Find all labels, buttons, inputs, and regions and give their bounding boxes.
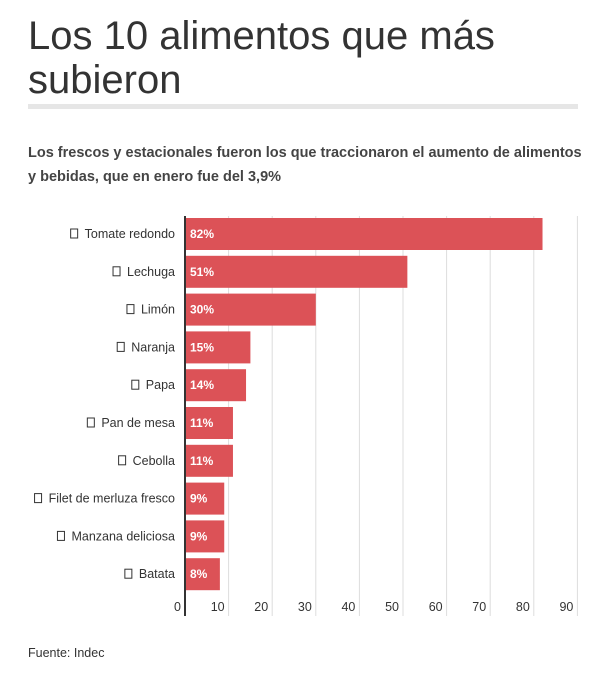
bar-value-label: 15%	[190, 340, 214, 354]
x-tick-label: 90	[559, 600, 573, 614]
bar	[185, 558, 220, 591]
bar	[185, 331, 251, 364]
category-label: Filet de merluza fresco	[49, 492, 175, 506]
bar-chart: 0 10 20 30 40 50 60 70 80 90 82% Tomate redondo 51% L…	[34, 216, 578, 616]
category-label: Batata	[139, 567, 175, 581]
category-icon	[56, 530, 65, 541]
x-tick-label: 70	[472, 600, 486, 614]
category-icon	[126, 304, 135, 315]
category-icon	[70, 228, 79, 239]
category-label: Limón	[141, 303, 175, 317]
bar-value-label: 8%	[190, 567, 208, 581]
category-label: Tomate redondo	[85, 227, 175, 241]
category-icon	[112, 266, 121, 277]
title-divider	[28, 104, 578, 109]
bar	[185, 482, 225, 515]
bar-value-label: 30%	[190, 303, 214, 317]
x-tick-label: 80	[516, 600, 530, 614]
bar-value-label: 9%	[190, 492, 208, 506]
bar-value-label: 11%	[190, 454, 214, 468]
x-tick-label: 0	[174, 600, 181, 614]
bar-value-label: 14%	[190, 378, 214, 392]
x-tick-label: 30	[298, 600, 312, 614]
category-icon	[131, 379, 140, 390]
category-label: Cebolla	[133, 454, 175, 468]
x-tick-label: 20	[254, 600, 268, 614]
bar	[185, 444, 233, 477]
bar-value-label: 11%	[190, 416, 214, 430]
x-tick-label: 50	[385, 600, 399, 614]
page-title: Los 10 alimentos que más subieron	[28, 14, 495, 102]
category-icon	[118, 455, 127, 466]
category-icon	[34, 493, 43, 504]
bar-value-label: 9%	[190, 529, 208, 543]
category-icon	[124, 568, 133, 579]
bar	[185, 218, 543, 250]
category-icon	[86, 417, 95, 428]
category-label: Lechuga	[127, 265, 175, 279]
subtitle: Los frescos y estacionales fueron los qu…	[28, 145, 582, 185]
category-label: Papa	[146, 378, 175, 392]
x-tick-label: 60	[429, 600, 443, 614]
x-tick-label: 40	[341, 600, 355, 614]
category-label: Pan de mesa	[101, 416, 175, 430]
bar	[185, 293, 316, 326]
bar	[185, 369, 247, 402]
bar-value-label: 51%	[190, 265, 214, 279]
category-label: Naranja	[131, 340, 175, 354]
x-tick-label: 10	[211, 600, 225, 614]
category-icon	[116, 341, 125, 352]
bar	[185, 407, 233, 439]
bar	[185, 255, 408, 288]
source-note: Fuente: Indec	[28, 646, 105, 660]
bar	[185, 520, 225, 553]
category-label: Manzana deliciosa	[71, 529, 175, 543]
bar-value-label: 82%	[190, 227, 214, 241]
